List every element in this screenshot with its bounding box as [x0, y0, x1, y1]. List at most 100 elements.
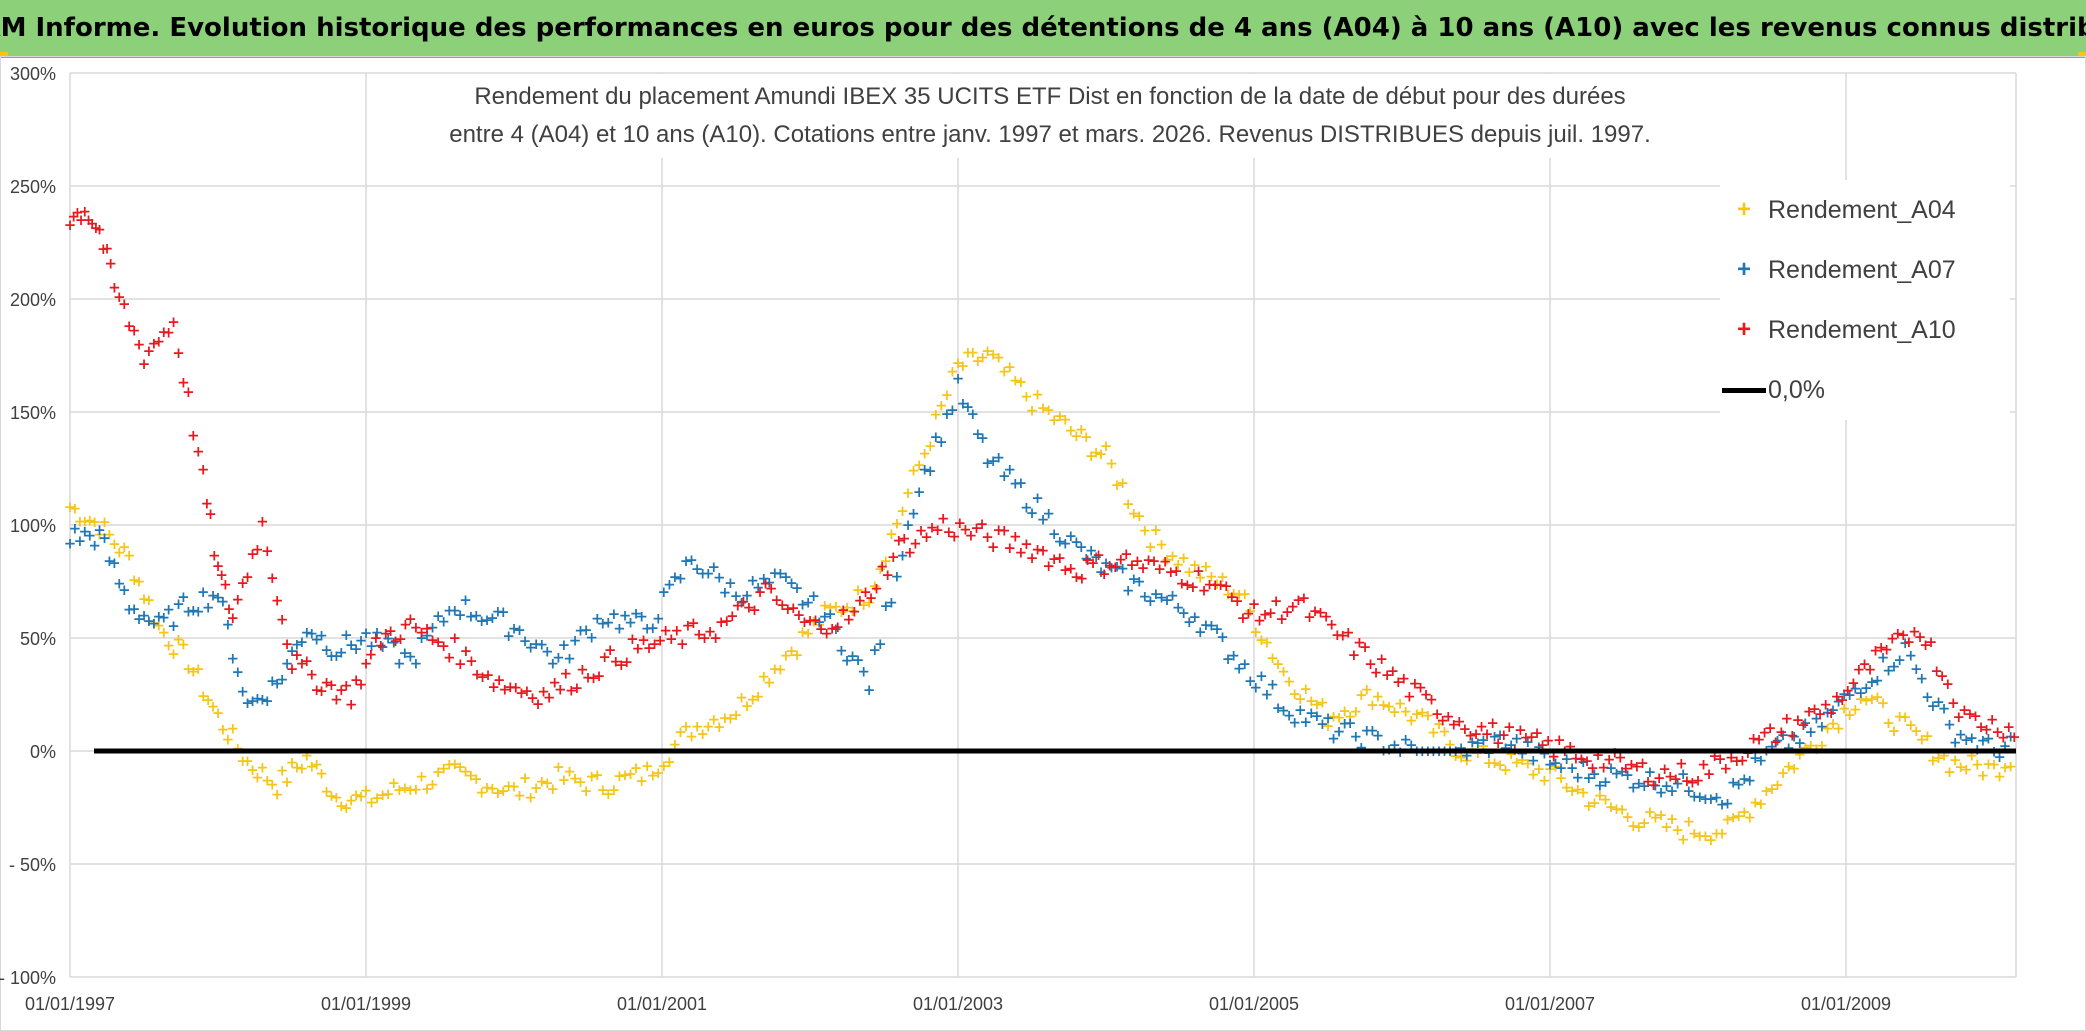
data-point-rendement_a07: + [177, 588, 190, 606]
data-point-rendement_a07: + [971, 425, 984, 443]
data-point-rendement_a04: + [497, 782, 510, 800]
data-point-rendement_a07: + [291, 636, 304, 654]
data-point-rendement_a04: + [1627, 817, 1640, 835]
data-point-rendement_a07: + [1549, 754, 1562, 772]
data-point-rendement_a07: + [563, 650, 576, 668]
data-point-rendement_a10: + [271, 592, 284, 610]
data-point-rendement_a10: + [1303, 608, 1316, 626]
data-point-rendement_a04: + [946, 363, 959, 381]
data-point-rendement_a10: + [1836, 691, 1849, 709]
data-point-rendement_a07: + [217, 592, 230, 610]
data-point-rendement_a10: + [90, 219, 103, 237]
data-point-rendement_a04: + [1954, 758, 1967, 776]
data-point-rendement_a04: + [1982, 755, 1995, 773]
data-point-rendement_a04: + [1344, 707, 1357, 725]
data-point-rendement_a04: + [1544, 760, 1557, 778]
data-point-rendement_a07: + [79, 523, 92, 541]
data-point-rendement_a07: + [1189, 608, 1202, 626]
data-point-rendement_a04: + [1460, 752, 1473, 770]
y-tick-label: 300% [10, 64, 56, 84]
data-point-rendement_a04: + [1411, 705, 1424, 723]
data-point-rendement_a07: + [857, 663, 870, 681]
data-point-rendement_a04: + [1666, 810, 1679, 828]
data-point-rendement_a07: + [98, 529, 111, 547]
data-point-rendement_a07: + [680, 552, 693, 570]
data-point-rendement_a04: + [153, 616, 166, 634]
data-point-rendement_a07: + [1261, 686, 1274, 704]
data-point-rendement_a10: + [167, 313, 180, 331]
data-point-rendement_a04: + [426, 775, 439, 793]
data-point-rendement_a10: + [904, 543, 917, 561]
data-point-rendement_a10: + [104, 255, 117, 273]
data-point-rendement_a04: + [967, 343, 980, 361]
data-point-rendement_a07: + [1233, 659, 1246, 677]
data-point-rendement_a04: + [1048, 411, 1061, 429]
data-point-rendement_a04: + [261, 772, 274, 790]
data-point-rendement_a10: + [64, 216, 77, 234]
data-point-rendement_a10: + [1442, 707, 1455, 725]
data-point-rendement_a04: + [1849, 700, 1862, 718]
data-point-rendement_a04: + [1177, 549, 1190, 567]
data-point-rendement_a10: + [1897, 626, 1910, 644]
data-point-rendement_a07: + [930, 428, 943, 446]
data-point-rendement_a07: + [437, 613, 450, 631]
data-point-rendement_a10: + [1986, 710, 1999, 728]
data-point-rendement_a04: + [1004, 358, 1017, 376]
data-point-rendement_a10: + [893, 531, 906, 549]
data-point-rendement_a10: + [1686, 774, 1699, 792]
data-point-rendement_a04: + [674, 723, 687, 741]
data-point-rendement_a04: + [535, 772, 548, 790]
data-point-rendement_a04: + [998, 362, 1011, 380]
data-point-rendement_a04: + [957, 357, 970, 375]
data-point-rendement_a04: + [558, 771, 571, 789]
data-point-rendement_a04: + [1037, 399, 1050, 417]
data-point-rendement_a04: + [835, 603, 848, 621]
data-point-rendement_a07: + [1111, 557, 1124, 575]
data-point-rendement_a04: + [613, 767, 626, 785]
data-point-rendement_a10: + [754, 583, 767, 601]
data-point-rendement_a10: + [965, 527, 978, 545]
data-point-rendement_a07: + [410, 654, 423, 672]
data-point-rendement_a10: + [776, 596, 789, 614]
data-point-rendement_a10: + [1869, 641, 1882, 659]
data-point-rendement_a10: + [1403, 687, 1416, 705]
data-point-rendement_a10: + [1803, 702, 1816, 720]
data-point-rendement_a04: + [486, 779, 499, 797]
data-point-rendement_a07: + [256, 690, 269, 708]
data-point-rendement_a04: + [597, 781, 610, 799]
data-point-rendement_a10: + [1853, 660, 1866, 678]
data-point-rendement_a07: + [1349, 727, 1362, 745]
data-point-rendement_a04: + [1399, 703, 1412, 721]
data-point-rendement_a04: + [182, 660, 195, 678]
data-point-rendement_a04: + [1971, 755, 1984, 773]
data-point-rendement_a10: + [1620, 759, 1633, 777]
legend-item-zero: 0,0% [1720, 360, 2010, 420]
data-point-rendement_a10: + [537, 683, 550, 701]
data-point-rendement_a07: + [1633, 774, 1646, 792]
data-point-rendement_a10: + [1453, 712, 1466, 730]
data-point-rendement_a07: + [669, 568, 682, 586]
data-point-rendement_a07: + [987, 452, 1000, 470]
data-point-rendement_a10: + [1109, 558, 1122, 576]
data-point-rendement_a04: + [1610, 800, 1623, 818]
data-point-rendement_a07: + [371, 624, 384, 642]
data-point-rendement_a10: + [1009, 528, 1022, 546]
data-point-rendement_a07: + [1222, 650, 1235, 668]
data-point-rendement_a07: + [197, 583, 210, 601]
data-point-rendement_a07: + [835, 641, 848, 659]
data-point-rendement_a04: + [393, 781, 406, 799]
data-point-rendement_a04: + [791, 646, 804, 664]
data-point-rendement_a10: + [1348, 646, 1361, 664]
data-point-rendement_a04: + [2004, 758, 2017, 776]
data-point-rendement_a07: + [1333, 723, 1346, 741]
data-point-rendement_a10: + [1292, 591, 1305, 609]
data-point-rendement_a04: + [1127, 504, 1140, 522]
data-point-rendement_a04: + [1644, 803, 1657, 821]
data-point-rendement_a04: + [1782, 757, 1795, 775]
data-point-rendement_a10: + [1353, 633, 1366, 651]
data-point-rendement_a07: + [1621, 766, 1634, 784]
data-point-rendement_a04: + [857, 596, 870, 614]
data-point-rendement_a07: + [1200, 616, 1213, 634]
data-point-rendement_a07: + [1849, 680, 1862, 698]
data-point-rendement_a10: + [915, 522, 928, 540]
